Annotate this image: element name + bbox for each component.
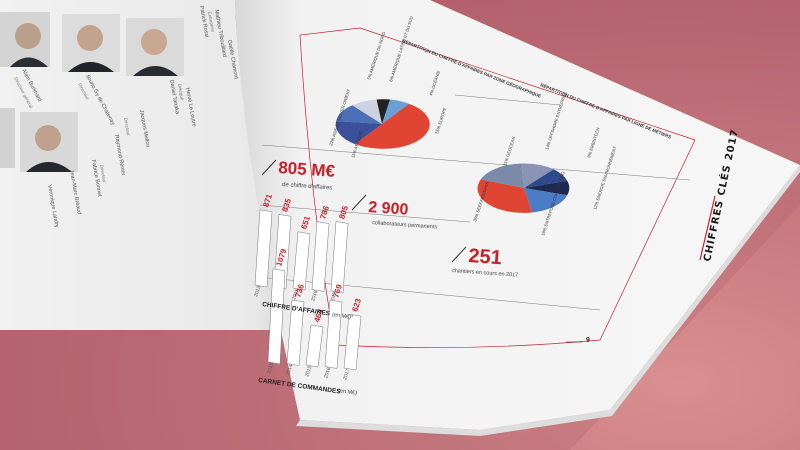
orders-bar — [324, 299, 343, 369]
orders-bar — [343, 313, 362, 371]
orders-value-label: 736 — [293, 283, 306, 299]
kpi-sites-value: 251 — [468, 245, 503, 269]
portrait-photos — [0, 12, 184, 172]
revenue-value-label: 835 — [280, 197, 293, 213]
portrait-4 — [0, 108, 15, 168]
revenue-value-label: 871 — [261, 192, 274, 208]
orders-year-label: 2014 — [285, 363, 294, 376]
bar-chart-revenue: 87120138352014651201578620168052017 — [253, 192, 350, 303]
revenue-value-label: 651 — [299, 214, 312, 230]
role-text: Directeur — [123, 117, 131, 136]
revenue-year-label: 2013 — [253, 285, 262, 298]
orders-year-label: 2017 — [342, 368, 351, 381]
orders-chart-unit: (en M€) — [338, 388, 358, 397]
revenue-bar — [311, 221, 330, 292]
orders-bar — [286, 299, 305, 366]
orders-year-label: 2016 — [323, 366, 332, 379]
kpi-sites: 251 chantiers en cours en 2017 — [451, 245, 519, 279]
orders-bar — [305, 324, 324, 368]
title-accent — [699, 195, 716, 261]
kpi-sites-label: chantiers en cours en 2017 — [452, 268, 519, 279]
orders-year-label: 2013 — [266, 362, 275, 375]
revenue-chart-unit: (en M€)* — [332, 312, 355, 321]
page-edge — [296, 165, 800, 436]
kpi-staff-label: collaborateurs permanents — [372, 220, 438, 231]
orders-bar — [267, 268, 286, 365]
revenue-year-label: 2015 — [291, 288, 300, 301]
divider-lines — [259, 94, 691, 311]
revenue-value-label: 786 — [318, 204, 331, 220]
person-name: Patrick Rossi — [198, 5, 209, 38]
orders-value-label: 769 — [331, 283, 344, 299]
revenue-bar — [254, 209, 273, 288]
role-text: Directeur — [99, 164, 107, 183]
revenue-bar — [292, 231, 311, 291]
kpi-staff: 2 900 collaborateurs permanents — [351, 194, 438, 231]
kpi-revenue-label: de chiffre d'affaires — [282, 182, 333, 191]
revenue-value-label: 805 — [337, 204, 350, 220]
orders-value-label: 464 — [312, 308, 325, 324]
orders-year-label: 2015 — [304, 365, 313, 378]
left-page — [0, 0, 300, 330]
kpi-revenue-value: 805 M€ — [278, 158, 336, 181]
revenue-bar — [330, 221, 349, 294]
orders-value-label: 623 — [350, 297, 363, 313]
revenue-year-label: 2017 — [329, 291, 338, 304]
kpi-staff-value: 2 900 — [368, 199, 409, 219]
role-text: Entreprise — [207, 11, 216, 33]
role-text: Délégué — [177, 83, 185, 101]
page-number: 9 — [586, 337, 590, 344]
kpi-revenue: 805 M€ de chiffre d'affaires — [261, 158, 336, 192]
revenue-year-label: 2016 — [310, 289, 319, 302]
